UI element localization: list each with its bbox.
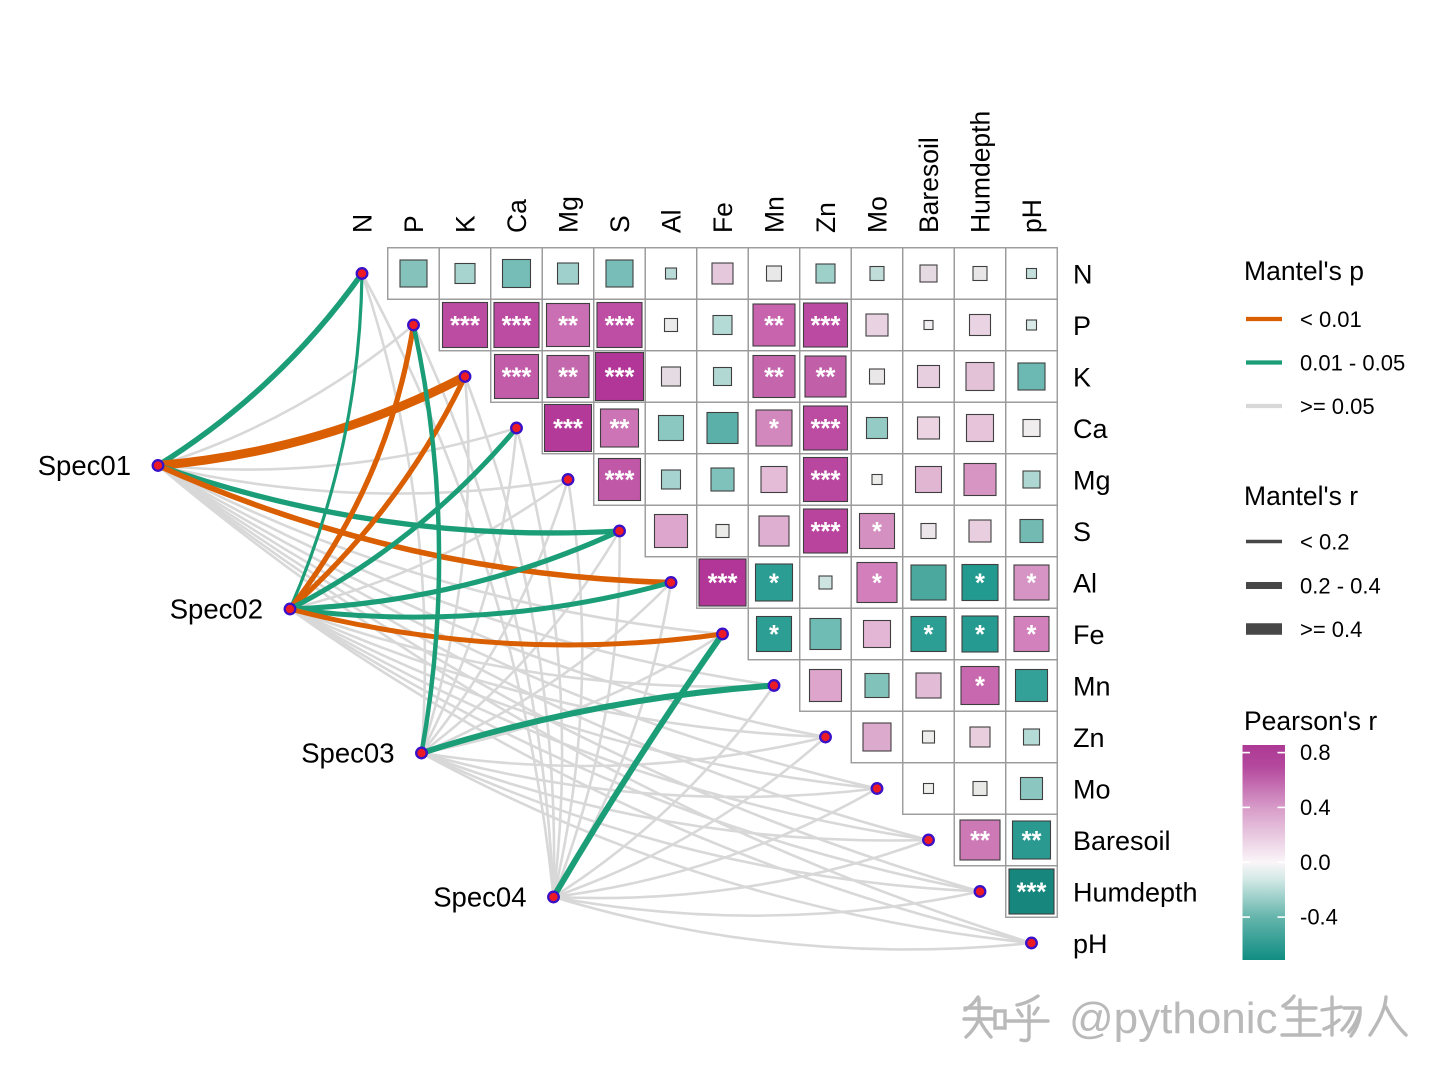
svg-text:Al: Al xyxy=(657,209,687,233)
svg-text:*: * xyxy=(1027,570,1037,598)
svg-text:Spec04: Spec04 xyxy=(433,882,526,913)
svg-text:**: ** xyxy=(764,312,784,340)
svg-text:P: P xyxy=(399,215,429,233)
svg-text:**: ** xyxy=(970,827,990,855)
svg-text:0.4: 0.4 xyxy=(1300,795,1331,820)
svg-text:*: * xyxy=(1027,621,1037,649)
svg-text:Ca: Ca xyxy=(1073,414,1108,444)
svg-text:Al: Al xyxy=(1073,569,1097,599)
svg-text:Mn: Mn xyxy=(760,196,790,233)
svg-text:Pearson's r: Pearson's r xyxy=(1244,706,1377,736)
svg-text:*: * xyxy=(975,570,985,598)
svg-text:**: ** xyxy=(1022,827,1042,855)
svg-text:K: K xyxy=(1073,363,1091,393)
svg-text:*: * xyxy=(769,621,779,649)
svg-text:**: ** xyxy=(558,364,578,392)
svg-text:Baresoil: Baresoil xyxy=(1073,826,1171,856)
svg-text:pH: pH xyxy=(1017,199,1047,233)
svg-text:@pythonic: @pythonic xyxy=(1069,994,1278,1043)
svg-text:***: *** xyxy=(553,415,583,443)
svg-text:Humdepth: Humdepth xyxy=(1073,878,1198,908)
svg-text:Zn: Zn xyxy=(811,202,841,233)
svg-text:***: *** xyxy=(450,312,480,340)
svg-text:Mn: Mn xyxy=(1073,672,1111,702)
svg-text:**: ** xyxy=(610,415,630,443)
svg-text:***: *** xyxy=(1017,879,1047,907)
svg-text:***: *** xyxy=(811,467,841,495)
svg-text:S: S xyxy=(1073,517,1091,547)
svg-text:Fe: Fe xyxy=(1073,620,1105,650)
svg-text:*: * xyxy=(924,621,934,649)
svg-text:-0.4: -0.4 xyxy=(1300,905,1338,930)
svg-text:Mantel's p: Mantel's p xyxy=(1244,256,1364,286)
svg-text:*: * xyxy=(975,673,985,701)
svg-text:Mo: Mo xyxy=(863,196,893,233)
svg-text:*: * xyxy=(872,570,882,598)
svg-text:< 0.01: < 0.01 xyxy=(1300,307,1362,332)
svg-text:*: * xyxy=(975,621,985,649)
svg-text:Zn: Zn xyxy=(1073,723,1105,753)
svg-text:Mg: Mg xyxy=(554,196,584,233)
svg-text:Fe: Fe xyxy=(708,202,738,233)
svg-text:0.0: 0.0 xyxy=(1300,850,1331,875)
svg-text:Baresoil: Baresoil xyxy=(914,137,944,233)
svg-text:0.8: 0.8 xyxy=(1300,740,1331,765)
svg-text:**: ** xyxy=(816,364,836,392)
svg-text:***: *** xyxy=(811,518,841,546)
svg-text:***: *** xyxy=(605,312,635,340)
svg-text:Mantel's r: Mantel's r xyxy=(1244,481,1358,511)
svg-text:pH: pH xyxy=(1073,929,1108,959)
svg-text:*: * xyxy=(769,415,779,443)
svg-text:< 0.2: < 0.2 xyxy=(1300,530,1350,555)
svg-text:***: *** xyxy=(811,415,841,443)
svg-text:Spec03: Spec03 xyxy=(301,738,394,769)
svg-text:P: P xyxy=(1073,311,1091,341)
svg-text:>= 0.4: >= 0.4 xyxy=(1300,617,1362,642)
svg-text:***: *** xyxy=(605,364,635,392)
svg-text:Spec02: Spec02 xyxy=(170,594,263,625)
svg-text:Spec01: Spec01 xyxy=(38,450,131,481)
svg-text:K: K xyxy=(451,215,481,233)
svg-text:Mg: Mg xyxy=(1073,466,1111,496)
svg-text:***: *** xyxy=(502,364,532,392)
svg-text:Ca: Ca xyxy=(502,199,532,233)
svg-text:N: N xyxy=(1073,260,1093,290)
svg-text:***: *** xyxy=(811,312,841,340)
svg-text:Mo: Mo xyxy=(1073,775,1111,805)
svg-text:N: N xyxy=(348,214,378,233)
svg-text:0.2 - 0.4: 0.2 - 0.4 xyxy=(1300,574,1381,599)
svg-text:*: * xyxy=(769,570,779,598)
svg-text:**: ** xyxy=(764,364,784,392)
svg-text:***: *** xyxy=(502,312,532,340)
svg-text:***: *** xyxy=(605,467,635,495)
svg-text:**: ** xyxy=(558,312,578,340)
svg-text:*: * xyxy=(872,518,882,546)
svg-text:>= 0.05: >= 0.05 xyxy=(1300,394,1375,419)
svg-text:Humdepth: Humdepth xyxy=(966,111,996,233)
svg-text:***: *** xyxy=(708,570,738,598)
svg-text:S: S xyxy=(605,215,635,233)
svg-text:0.01 - 0.05: 0.01 - 0.05 xyxy=(1300,351,1405,376)
